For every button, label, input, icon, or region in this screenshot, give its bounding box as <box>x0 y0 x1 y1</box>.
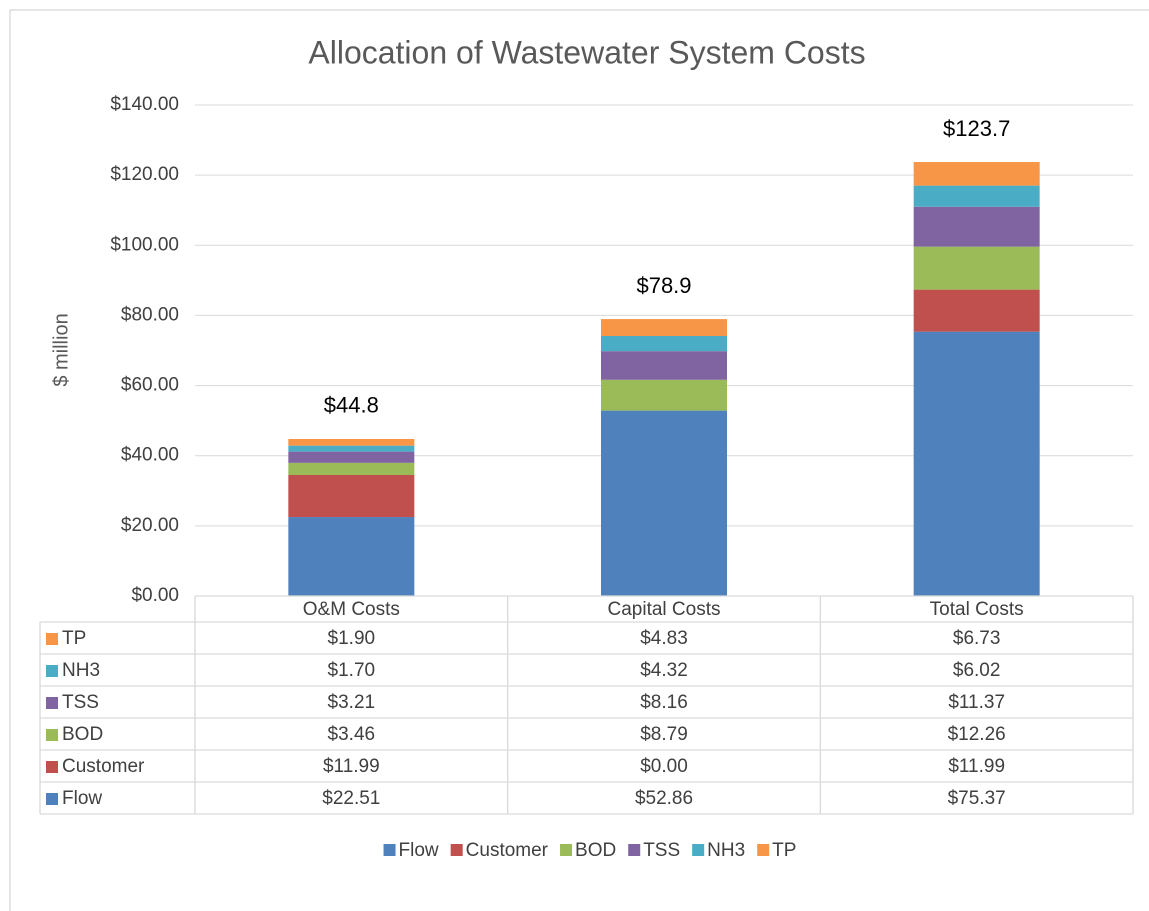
y-tick-label: $0.00 <box>131 585 179 606</box>
bar-segment <box>601 410 727 596</box>
bar-segment <box>288 451 415 463</box>
legend-label: TP <box>772 840 796 861</box>
legend-key <box>757 844 770 856</box>
table-row-label: TP <box>62 628 86 649</box>
table-key <box>46 761 58 773</box>
table-key <box>46 665 58 677</box>
bar-segment <box>601 351 727 380</box>
table-cell: $6.02 <box>953 660 1001 681</box>
table-cell: $12.26 <box>948 724 1006 745</box>
legend-key <box>383 844 396 856</box>
y-tick-label: $40.00 <box>121 445 179 466</box>
bar-segment <box>913 246 1040 290</box>
y-tick-label: $80.00 <box>121 304 179 325</box>
table-cell: $4.83 <box>640 628 688 649</box>
bar-segment <box>913 162 1040 186</box>
chart-title: Allocation of Wastewater System Costs <box>308 34 865 70</box>
bar-segment <box>601 336 727 352</box>
bar-segment <box>288 517 415 596</box>
legend-key <box>628 844 641 856</box>
legend-key <box>692 844 705 856</box>
bar-segment <box>288 445 415 452</box>
table-cell: $0.00 <box>640 756 688 777</box>
total-label: $78.9 <box>636 273 691 298</box>
y-tick-label: $140.00 <box>110 94 179 115</box>
table-cell: $22.51 <box>322 788 380 809</box>
bar-segment <box>601 319 727 337</box>
table-cell: $75.37 <box>948 788 1006 809</box>
table-row-label: TSS <box>62 692 99 713</box>
table-cell: $3.21 <box>328 692 376 713</box>
x-tick-label: Capital Costs <box>608 599 721 620</box>
table-key <box>46 697 58 709</box>
bar-segment <box>913 331 1040 596</box>
legend-label: Customer <box>466 840 549 861</box>
table-cell: $8.79 <box>640 724 688 745</box>
bar-segment <box>288 438 415 446</box>
table-cell: $11.99 <box>323 756 380 777</box>
table-cell: $11.37 <box>948 692 1005 713</box>
y-tick-label: $60.00 <box>121 375 179 396</box>
x-tick-label: O&M Costs <box>303 599 400 620</box>
y-tick-label: $100.00 <box>110 234 179 255</box>
table-key <box>46 793 58 805</box>
table-cell: $4.32 <box>640 660 688 681</box>
total-label: $123.7 <box>943 116 1010 141</box>
legend-label: NH3 <box>707 840 745 861</box>
bar-segment <box>601 379 727 411</box>
y-axis-title: $ million <box>50 313 72 386</box>
total-label: $44.8 <box>324 393 379 418</box>
legend-label: BOD <box>575 840 616 861</box>
bar-segment <box>913 206 1040 247</box>
table-key <box>46 633 58 645</box>
table-row-label: Customer <box>62 756 145 777</box>
table-row-label: BOD <box>62 724 103 745</box>
table-cell: $3.46 <box>328 724 376 745</box>
bar-segment <box>288 475 415 518</box>
bar-segment <box>288 462 415 476</box>
table-cell: $11.99 <box>948 756 1005 777</box>
table-cell: $1.90 <box>328 628 376 649</box>
bar-segment <box>913 289 1040 332</box>
table-cell: $8.16 <box>640 692 688 713</box>
table-row-label: Flow <box>62 788 102 809</box>
table-cell: $6.73 <box>953 628 1001 649</box>
legend-key <box>450 844 463 856</box>
x-tick-label: Total Costs <box>930 599 1024 620</box>
bar-segment <box>913 185 1040 207</box>
y-tick-label: $120.00 <box>110 164 179 185</box>
y-tick-label: $20.00 <box>121 515 179 536</box>
table-key <box>46 729 58 741</box>
legend-key <box>560 844 573 856</box>
table-row-label: NH3 <box>62 660 100 681</box>
table-cell: $52.86 <box>635 788 693 809</box>
legend-label: TSS <box>643 840 680 861</box>
legend-label: Flow <box>399 840 439 861</box>
table-cell: $1.70 <box>328 660 376 681</box>
